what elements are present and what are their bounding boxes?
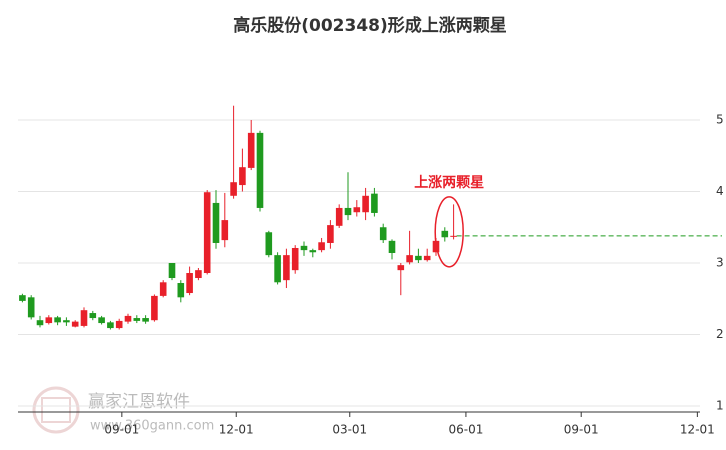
candle-body xyxy=(318,242,325,251)
chart-title: 高乐股份(002348)形成上涨两颗星 xyxy=(233,15,507,36)
candle-body xyxy=(327,225,334,243)
y-tick-label: 4 xyxy=(716,184,724,198)
highlight-ellipse xyxy=(434,196,464,268)
x-tick-label: 12-01 xyxy=(680,423,715,437)
candle-body xyxy=(142,318,149,322)
y-tick-label: 5 xyxy=(716,113,724,127)
candle-body xyxy=(344,207,352,216)
candle-body xyxy=(247,132,255,168)
candle-body xyxy=(450,235,457,237)
candle-body xyxy=(133,318,141,321)
candle-body xyxy=(283,255,290,281)
candle-body xyxy=(371,193,378,213)
candle-body xyxy=(441,230,449,238)
candle-body xyxy=(177,283,185,298)
candle-body xyxy=(98,317,105,324)
candle-body xyxy=(335,207,343,226)
candle-body xyxy=(362,195,369,213)
candle-body xyxy=(415,255,422,261)
annotation: 上涨两颗星 xyxy=(414,175,484,191)
x-tick-label: 12-01 xyxy=(219,423,254,437)
candle-body xyxy=(388,240,396,253)
candle-body xyxy=(353,207,361,213)
candle-body xyxy=(115,320,123,329)
candle-body xyxy=(221,220,229,241)
x-tick-label: 09-01 xyxy=(104,423,139,437)
candle-body xyxy=(397,265,405,271)
candle-body xyxy=(159,282,167,296)
candle-body xyxy=(107,322,114,329)
candle-body xyxy=(151,295,158,321)
candle-body xyxy=(203,192,211,274)
candle-body xyxy=(309,250,317,253)
watermark-url: www.360gann.com xyxy=(90,419,214,434)
y-tick-label: 2 xyxy=(716,327,724,341)
candle-body xyxy=(265,232,273,256)
watermark-text: 赢家江恩软件 xyxy=(88,392,190,412)
candle-body xyxy=(256,132,264,208)
y-tick-label: 1 xyxy=(716,399,724,413)
candle-body xyxy=(300,245,308,251)
x-tick-label: 09-01 xyxy=(564,423,599,437)
candle-body xyxy=(71,321,79,327)
candle-body xyxy=(80,310,88,326)
candle-body xyxy=(63,320,70,323)
candle-body xyxy=(19,295,26,301)
watermark-logo xyxy=(32,386,80,434)
candle-body xyxy=(423,255,431,261)
candle-body xyxy=(406,255,413,263)
candle-body xyxy=(239,167,246,186)
candle-body xyxy=(274,255,281,283)
candle-body xyxy=(54,317,61,323)
x-tick-label: 03-01 xyxy=(332,423,367,437)
candle-body xyxy=(230,182,237,196)
candle-body xyxy=(89,313,97,319)
y-tick-label: 3 xyxy=(716,256,724,270)
x-tick-label: 06-01 xyxy=(448,423,483,437)
candle-body xyxy=(186,273,193,294)
candle-body xyxy=(195,270,202,279)
candle-body xyxy=(124,315,132,322)
candle-body xyxy=(168,263,176,279)
candle-body xyxy=(27,297,35,318)
candle-body xyxy=(36,320,44,326)
candle-body xyxy=(212,202,220,243)
candle-body xyxy=(379,227,387,241)
candle-body xyxy=(291,247,299,271)
candle-body xyxy=(45,317,53,324)
